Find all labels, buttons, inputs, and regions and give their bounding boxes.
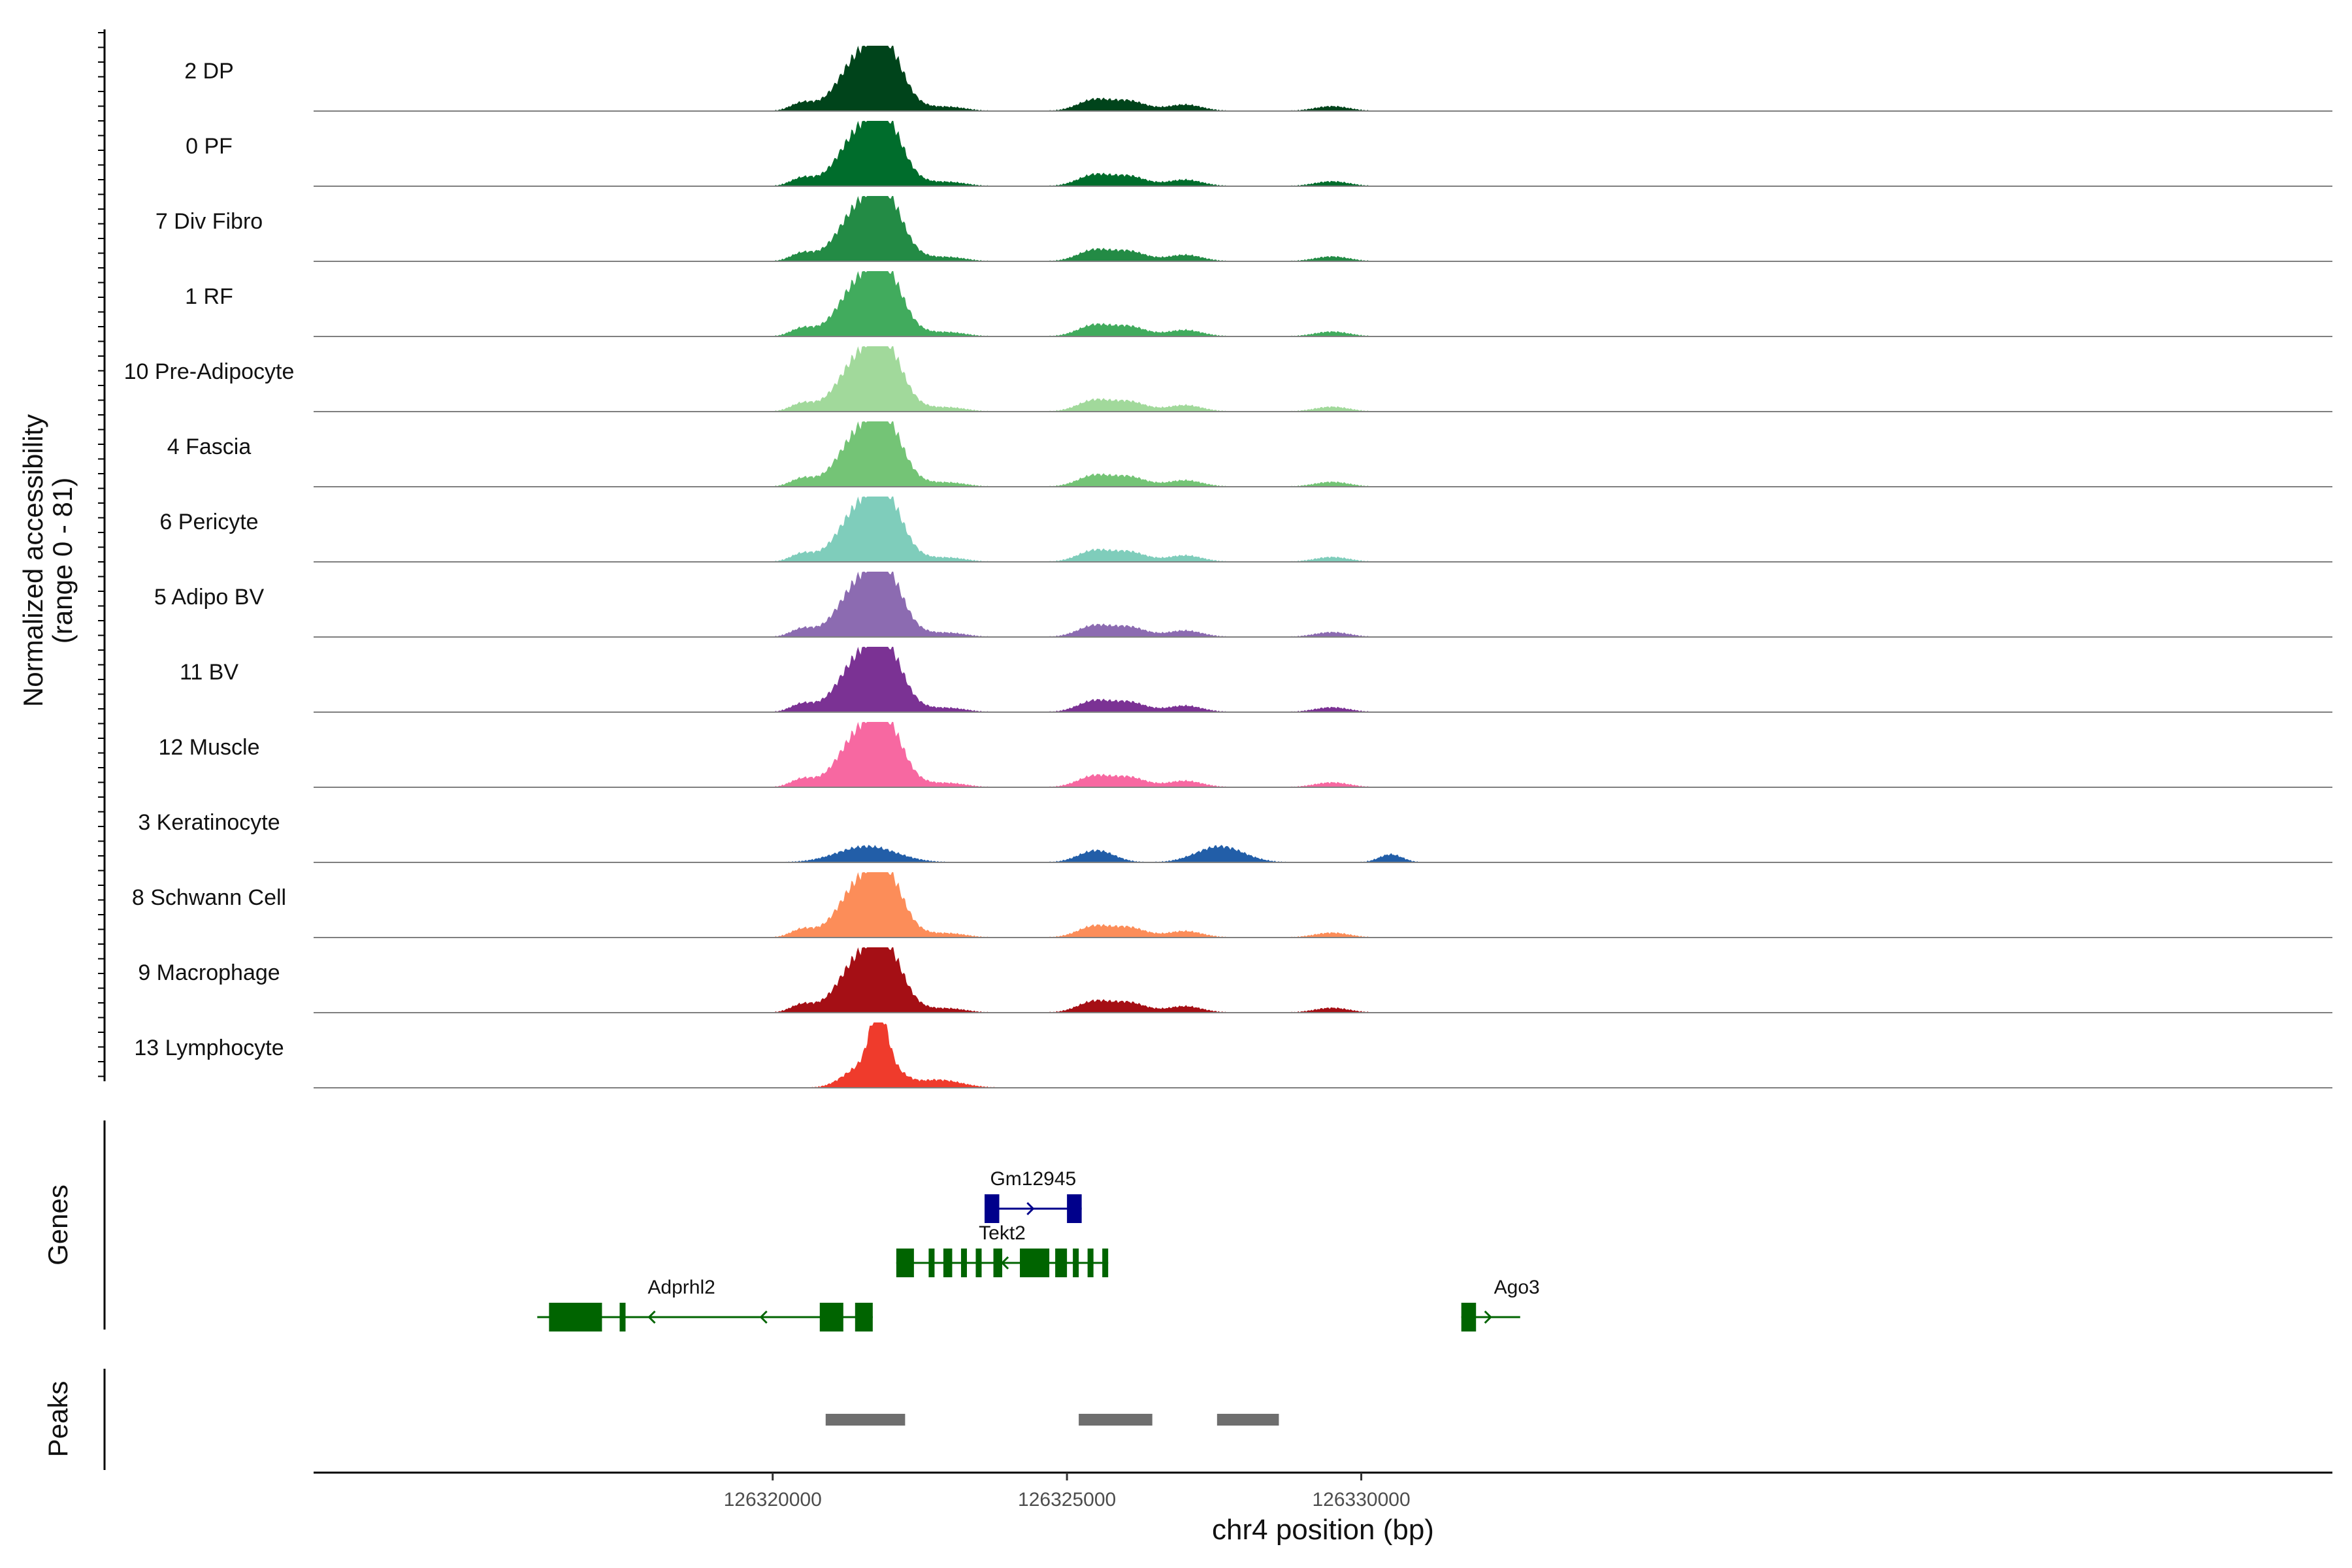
coverage-area [508, 872, 1526, 938]
coverage-track: 5 Adipo BV [154, 572, 2332, 638]
coverage-area [508, 845, 1526, 862]
gene-label: Gm12945 [990, 1168, 1076, 1190]
peaks-track-title: Peaks [42, 1381, 73, 1458]
gene-exon [1461, 1303, 1477, 1331]
track-label: 6 Pericyte [159, 510, 258, 534]
x-tick-label: 126320000 [724, 1489, 822, 1511]
track-label: 13 Lymphocyte [134, 1036, 284, 1060]
accessibility-axis [98, 29, 106, 1081]
gene-model: Ago3 [1461, 1277, 1540, 1331]
coverage-area [508, 196, 1526, 261]
gene-label: Tekt2 [979, 1222, 1026, 1244]
gene-exon [619, 1303, 626, 1331]
coverage-track: 7 Div Fibro [155, 196, 2332, 262]
gene-model: Adprhl2 [537, 1277, 873, 1331]
strand-arrow [1026, 1201, 1035, 1216]
track-label: 10 Pre-Adipocyte [124, 359, 295, 384]
coverage-area [508, 421, 1526, 487]
coverage-track: 9 Macrophage [138, 947, 2332, 1013]
coverage-area [508, 722, 1526, 787]
coverage-area [508, 121, 1526, 186]
coverage-track: 0 PF [186, 121, 2332, 187]
coverage-area [508, 497, 1526, 562]
gene-exon [928, 1249, 935, 1277]
gene-exon [1073, 1249, 1079, 1277]
gene-exon [1020, 1249, 1050, 1277]
gene-exon [896, 1249, 914, 1277]
genes-track-title: Genes [42, 1184, 73, 1266]
gene-model: Gm12945 [984, 1168, 1082, 1223]
coverage-track: 2 DP [184, 46, 2332, 112]
peak-region [825, 1414, 906, 1426]
coverage-track: 4 Fascia [167, 421, 2332, 487]
coverage-track: 11 BV [180, 647, 2332, 713]
genes-track: Gm12945 Tekt2 Adprhl2 Ago3 [537, 1168, 1540, 1331]
coverage-area [508, 947, 1526, 1013]
gene-label: Adprhl2 [647, 1277, 715, 1298]
coverage-area [508, 46, 1526, 111]
track-label: 8 Schwann Cell [132, 885, 286, 910]
gene-exon [819, 1303, 843, 1331]
track-label: 11 BV [180, 660, 238, 685]
gene-exon [855, 1303, 873, 1331]
y-axis-title: Normalized accessibility [18, 414, 48, 707]
coverage-track: 10 Pre-Adipocyte [124, 346, 2332, 412]
coverage-track: 6 Pericyte [159, 497, 2332, 563]
x-tick-label: 126330000 [1312, 1489, 1410, 1511]
coverage-area [508, 572, 1526, 637]
coverage-track: 3 Keratinocyte [138, 810, 2332, 863]
track-label: 4 Fascia [167, 434, 252, 459]
gene-exon [960, 1249, 967, 1277]
peak-region [1217, 1414, 1279, 1426]
gene-exon [1087, 1249, 1094, 1277]
coverage-track: 13 Lymphocyte [134, 1022, 2332, 1088]
x-tick-label: 126325000 [1018, 1489, 1116, 1511]
strand-arrow [647, 1310, 656, 1324]
track-label: 7 Div Fibro [155, 209, 263, 234]
gene-exon [993, 1249, 1003, 1277]
gene-exon [975, 1249, 982, 1277]
coverage-area [508, 647, 1526, 712]
strand-arrow [1484, 1310, 1492, 1324]
track-label: 2 DP [184, 59, 234, 84]
gene-label: Ago3 [1494, 1277, 1540, 1298]
track-label: 1 RF [185, 284, 233, 309]
coverage-track: 1 RF [185, 271, 2332, 337]
coverage-area [508, 346, 1526, 412]
gene-exon [1067, 1194, 1082, 1223]
track-label: 3 Keratinocyte [138, 810, 280, 835]
strand-arrow [759, 1310, 768, 1324]
x-axis-ticks: 126320000 126325000 126330000 [724, 1473, 1411, 1511]
peaks-track [825, 1414, 1279, 1426]
gene-exon [943, 1249, 953, 1277]
coverage-track: 8 Schwann Cell [132, 872, 2332, 938]
coverage-area [508, 1022, 1526, 1088]
track-label: 12 Muscle [159, 735, 260, 760]
gene-model: Tekt2 [896, 1222, 1109, 1277]
coverage-track: 12 Muscle [159, 722, 2332, 788]
y-axis-subtitle: (range 0 - 81) [47, 478, 78, 644]
x-axis-title: chr4 position (bp) [1212, 1514, 1434, 1546]
gene-exon [1102, 1249, 1109, 1277]
gene-exon [984, 1194, 1000, 1223]
coverage-tracks: 2 DP 0 PF 7 Div Fibro 1 RF 10 Pre-Adipocyte 4… [124, 46, 2332, 1088]
peak-region [1079, 1414, 1152, 1426]
gene-exon [1055, 1249, 1068, 1277]
track-label: 0 PF [186, 134, 233, 159]
gene-exon [549, 1303, 602, 1331]
track-label: 9 Macrophage [138, 960, 280, 985]
coverage-area [508, 271, 1526, 336]
track-label: 5 Adipo BV [154, 585, 265, 610]
